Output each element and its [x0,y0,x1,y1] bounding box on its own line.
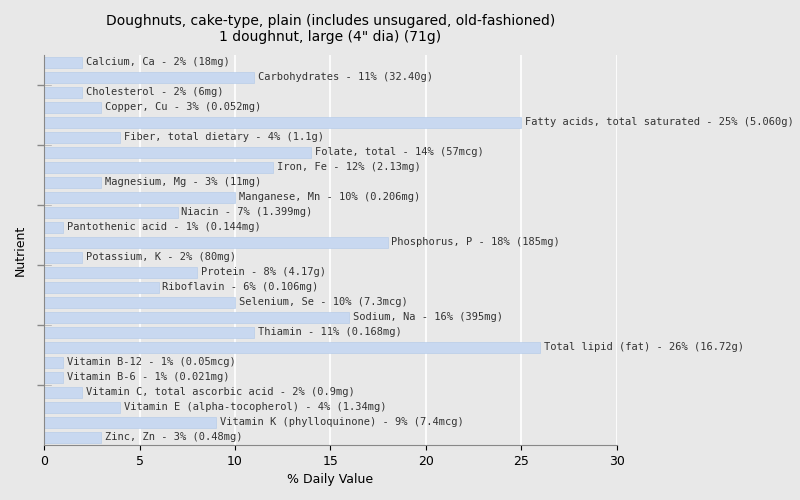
Bar [44,402,121,413]
Text: Fatty acids, total saturated - 25% (5.060g): Fatty acids, total saturated - 25% (5.06… [525,118,794,128]
Bar [44,342,540,353]
Bar [44,162,273,173]
Text: Sodium, Na - 16% (395mg): Sodium, Na - 16% (395mg) [354,312,503,322]
Bar [44,237,387,248]
Text: Potassium, K - 2% (80mg): Potassium, K - 2% (80mg) [86,252,236,262]
Bar [44,252,82,263]
Bar [44,72,254,83]
X-axis label: % Daily Value: % Daily Value [287,473,374,486]
Bar [44,177,102,188]
Bar [44,327,254,338]
Bar [44,87,82,98]
Bar [44,312,350,323]
Bar [44,102,102,113]
Text: Riboflavin - 6% (0.106mg): Riboflavin - 6% (0.106mg) [162,282,318,292]
Text: Manganese, Mn - 10% (0.206mg): Manganese, Mn - 10% (0.206mg) [238,192,420,202]
Title: Doughnuts, cake-type, plain (includes unsugared, old-fashioned)
1 doughnut, larg: Doughnuts, cake-type, plain (includes un… [106,14,555,44]
Bar [44,416,216,428]
Bar [44,57,82,68]
Text: Fiber, total dietary - 4% (1.1g): Fiber, total dietary - 4% (1.1g) [124,132,324,142]
Text: Phosphorus, P - 18% (185mg): Phosphorus, P - 18% (185mg) [391,238,560,248]
Text: Copper, Cu - 3% (0.052mg): Copper, Cu - 3% (0.052mg) [105,102,262,113]
Bar [44,356,63,368]
Text: Vitamin B-12 - 1% (0.05mcg): Vitamin B-12 - 1% (0.05mcg) [67,358,236,368]
Bar [44,372,63,383]
Text: Thiamin - 11% (0.168mg): Thiamin - 11% (0.168mg) [258,328,402,338]
Bar [44,432,102,443]
Bar [44,192,235,203]
Bar [44,386,82,398]
Text: Cholesterol - 2% (6mg): Cholesterol - 2% (6mg) [86,88,223,98]
Text: Magnesium, Mg - 3% (11mg): Magnesium, Mg - 3% (11mg) [105,178,262,188]
Text: Vitamin E (alpha-tocopherol) - 4% (1.34mg): Vitamin E (alpha-tocopherol) - 4% (1.34m… [124,402,386,412]
Text: Folate, total - 14% (57mcg): Folate, total - 14% (57mcg) [315,148,484,158]
Text: Selenium, Se - 10% (7.3mcg): Selenium, Se - 10% (7.3mcg) [238,298,407,308]
Bar [44,132,121,143]
Text: Niacin - 7% (1.399mg): Niacin - 7% (1.399mg) [182,208,313,218]
Bar [44,117,521,128]
Bar [44,207,178,218]
Text: Calcium, Ca - 2% (18mg): Calcium, Ca - 2% (18mg) [86,58,230,68]
Text: Zinc, Zn - 3% (0.48mg): Zinc, Zn - 3% (0.48mg) [105,432,242,442]
Text: Vitamin C, total ascorbic acid - 2% (0.9mg): Vitamin C, total ascorbic acid - 2% (0.9… [86,388,355,398]
Text: Iron, Fe - 12% (2.13mg): Iron, Fe - 12% (2.13mg) [277,162,421,172]
Text: Vitamin K (phylloquinone) - 9% (7.4mcg): Vitamin K (phylloquinone) - 9% (7.4mcg) [220,418,463,428]
Bar [44,147,311,158]
Bar [44,282,158,293]
Text: Protein - 8% (4.17g): Protein - 8% (4.17g) [201,268,326,278]
Text: Vitamin B-6 - 1% (0.021mg): Vitamin B-6 - 1% (0.021mg) [67,372,230,382]
Text: Total lipid (fat) - 26% (16.72g): Total lipid (fat) - 26% (16.72g) [544,342,744,352]
Bar [44,222,63,233]
Text: Carbohydrates - 11% (32.40g): Carbohydrates - 11% (32.40g) [258,72,433,83]
Bar [44,297,235,308]
Text: Pantothenic acid - 1% (0.144mg): Pantothenic acid - 1% (0.144mg) [67,222,261,232]
Y-axis label: Nutrient: Nutrient [14,224,27,276]
Bar [44,267,197,278]
